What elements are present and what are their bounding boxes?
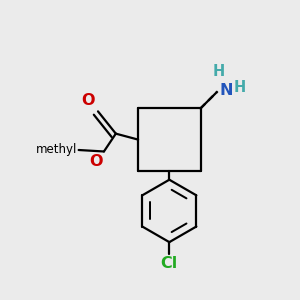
Text: H: H bbox=[212, 64, 224, 79]
Text: Cl: Cl bbox=[161, 256, 178, 272]
Text: methyl: methyl bbox=[36, 142, 77, 156]
Text: H: H bbox=[233, 80, 245, 95]
Text: O: O bbox=[81, 93, 94, 108]
Text: N: N bbox=[220, 83, 233, 98]
Text: O: O bbox=[89, 154, 102, 169]
